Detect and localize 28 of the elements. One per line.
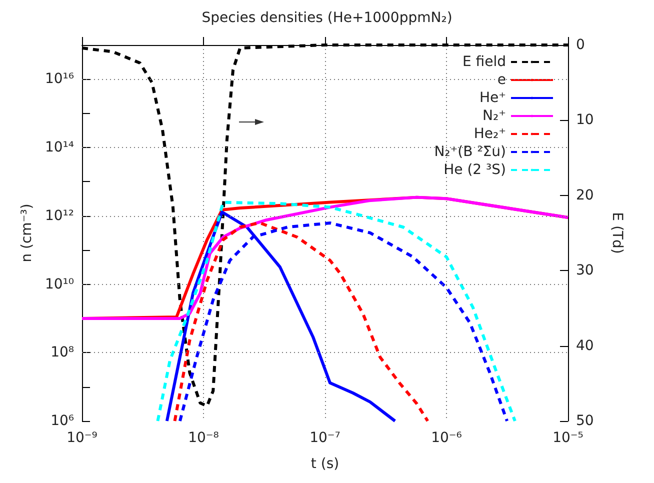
x-tick-label: 10⁻⁶ bbox=[431, 430, 462, 446]
y-axis-title: n (cm⁻³) bbox=[19, 204, 35, 262]
y2-tick-label: 40 bbox=[576, 338, 594, 354]
legend-label: N₂⁺ bbox=[482, 108, 506, 124]
legend-label: E field bbox=[462, 54, 506, 70]
x-tick-label: 10⁻⁵ bbox=[552, 430, 584, 446]
y2-tick-label: 0 bbox=[576, 37, 585, 53]
legend-label: N₂⁺(B ²Σu) bbox=[434, 144, 506, 160]
chart-title: Species densities (He+1000ppmN₂) bbox=[202, 10, 452, 26]
x-tick-label: 10⁻⁹ bbox=[66, 430, 98, 446]
legend-label: He₂⁺ bbox=[474, 126, 506, 142]
y-tick-label: 10¹⁰ bbox=[44, 276, 74, 292]
y2-tick-label: 50 bbox=[576, 413, 594, 429]
y-tick-label: 10¹² bbox=[44, 208, 74, 224]
y-tick-label: 10⁶ bbox=[50, 413, 74, 429]
x-tick-label: 10⁻⁷ bbox=[310, 430, 340, 446]
legend-label: He⁺ bbox=[479, 90, 506, 106]
y-tick-label: 10⁸ bbox=[50, 344, 74, 361]
y-tick-label: 10¹⁴ bbox=[44, 140, 74, 156]
y2-axis-title: E (Td) bbox=[609, 212, 625, 254]
x-axis-title: t (s) bbox=[310, 456, 340, 472]
y2-tick-label: 30 bbox=[576, 262, 594, 279]
y2-tick-label: 20 bbox=[576, 187, 594, 204]
x-tick-label: 10⁻⁸ bbox=[188, 430, 220, 446]
legend-label: e bbox=[497, 72, 506, 88]
legend-label: He (2 ³S) bbox=[444, 162, 506, 178]
y2-tick-label: 10 bbox=[576, 112, 594, 128]
y-tick-label: 10¹⁶ bbox=[44, 71, 74, 88]
